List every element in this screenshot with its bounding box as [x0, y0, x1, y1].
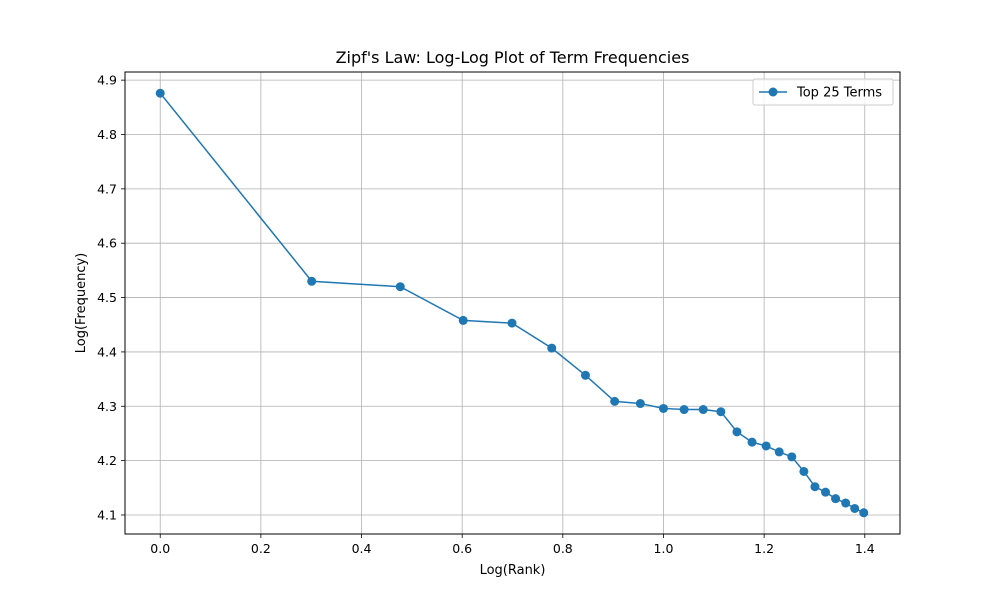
- data-point: [395, 282, 405, 292]
- series-layer: [155, 88, 869, 518]
- data-point: [799, 466, 809, 476]
- data-point: [761, 441, 771, 451]
- data-point: [658, 403, 668, 413]
- data-point: [547, 343, 557, 353]
- legend: Top 25 Terms: [752, 78, 894, 106]
- y-tick-label: 4.3: [97, 399, 117, 414]
- data-point: [850, 503, 860, 513]
- x-tick-label: 1.4: [855, 541, 875, 556]
- x-tick-label: 0.0: [150, 541, 170, 556]
- data-point: [610, 396, 620, 406]
- x-tick-label: 1.2: [754, 541, 774, 556]
- legend-box: [752, 78, 894, 106]
- data-point: [810, 482, 820, 492]
- x-tick-label: 0.2: [251, 541, 271, 556]
- grid: [125, 72, 900, 534]
- x-tick-label: 0.4: [352, 541, 372, 556]
- y-tick-label: 4.8: [97, 127, 117, 142]
- ticks: 0.0 0.2 0.4 0.6 0.8 1.0 1.2 1.4 4.1 4.2 4.3 4.4 4.5 4…: [97, 73, 875, 556]
- data-point: [831, 494, 841, 504]
- data-point: [458, 315, 468, 325]
- y-tick-label: 4.7: [97, 181, 117, 196]
- y-tick-label: 4.5: [97, 290, 117, 305]
- data-point: [307, 276, 317, 286]
- data-point: [747, 437, 757, 447]
- data-point: [155, 88, 165, 98]
- data-point: [507, 318, 517, 328]
- x-tick-label: 1.0: [654, 541, 674, 556]
- y-axis-label: Log(Frequency): [74, 253, 89, 354]
- data-point: [841, 498, 851, 508]
- data-point: [787, 452, 797, 462]
- y-tick-label: 4.6: [97, 236, 117, 251]
- x-tick-label: 0.6: [452, 541, 472, 556]
- data-point: [698, 405, 708, 415]
- chart-title: Zipf's Law: Log-Log Plot of Term Frequen…: [336, 48, 690, 67]
- data-point: [859, 508, 869, 518]
- data-point: [821, 487, 831, 497]
- data-point: [716, 407, 726, 417]
- data-point: [774, 447, 784, 457]
- y-tick-label: 4.4: [97, 344, 117, 359]
- y-tick-label: 4.2: [97, 453, 117, 468]
- data-point: [580, 370, 590, 380]
- x-tick-label: 0.8: [553, 541, 573, 556]
- data-point: [732, 427, 742, 437]
- legend-entry-label: Top 25 Terms: [796, 86, 882, 101]
- data-point: [679, 405, 689, 415]
- y-tick-label: 4.9: [97, 73, 117, 88]
- x-axis-label: Log(Rank): [480, 563, 546, 578]
- plot-frame: [124, 71, 901, 535]
- legend-marker-sample: [768, 87, 778, 97]
- y-tick-label: 4.1: [97, 507, 117, 522]
- data-point: [635, 399, 645, 409]
